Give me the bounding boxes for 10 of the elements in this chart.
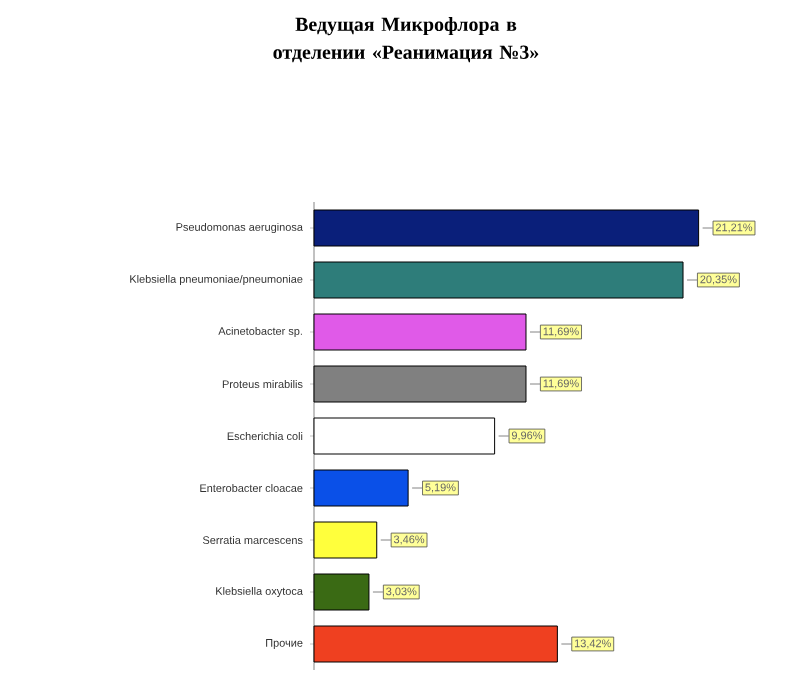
bar — [313, 313, 527, 351]
bar — [313, 209, 700, 247]
bar — [313, 469, 409, 507]
bar — [313, 625, 558, 663]
bar — [313, 261, 684, 299]
bar — [313, 521, 378, 559]
bar — [313, 417, 496, 455]
chart-title: Ведущая Микрофлора в отделении «Реанимация №3» — [273, 17, 539, 63]
bar — [313, 573, 370, 611]
bar — [313, 365, 527, 403]
